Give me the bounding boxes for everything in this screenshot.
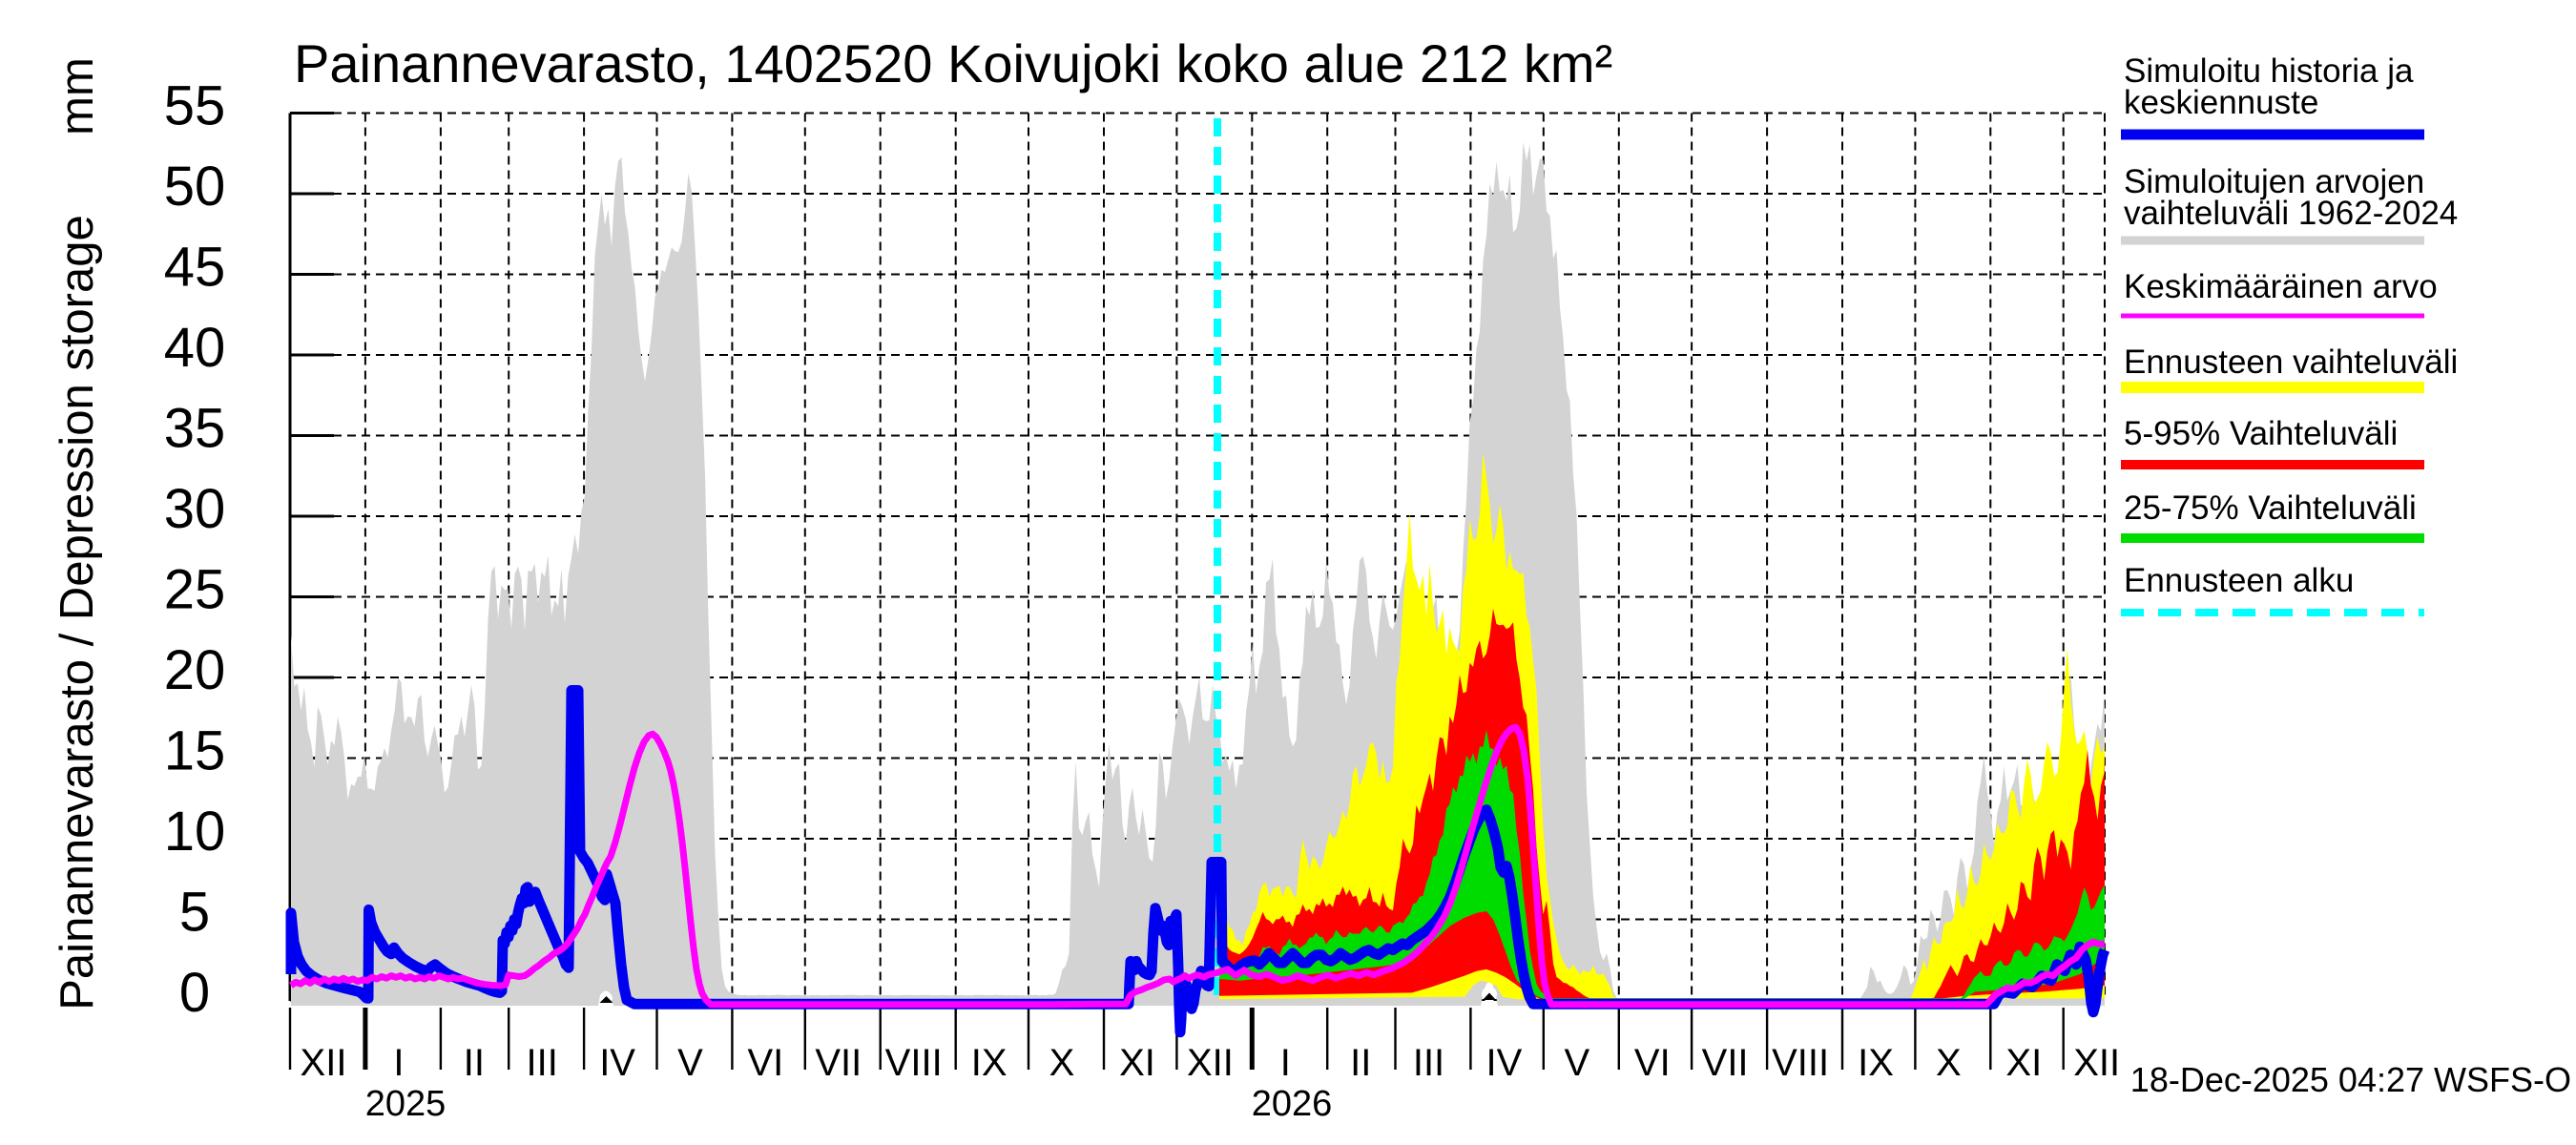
svg-text:IV: IV: [1486, 1042, 1523, 1084]
svg-text:Ennusteen alku: Ennusteen alku: [2124, 562, 2354, 599]
svg-text:XII: XII: [2073, 1042, 2120, 1084]
svg-text:Painannevarasto / Depression s: Painannevarasto / Depression storage: [52, 215, 103, 1010]
svg-text:VIII: VIII: [885, 1042, 943, 1084]
svg-text:18-Dec-2025 04:27 WSFS-O: 18-Dec-2025 04:27 WSFS-O: [2130, 1060, 2571, 1099]
svg-text:II: II: [464, 1042, 485, 1084]
svg-text:XII: XII: [301, 1042, 347, 1084]
svg-text:VI: VI: [748, 1042, 784, 1084]
svg-text:15: 15: [164, 720, 226, 782]
svg-text:X: X: [1049, 1042, 1075, 1084]
svg-text:10: 10: [164, 801, 226, 863]
svg-text:IV: IV: [599, 1042, 635, 1084]
svg-text:V: V: [677, 1042, 703, 1084]
svg-text:I: I: [393, 1042, 404, 1084]
svg-text:2026: 2026: [1252, 1084, 1333, 1124]
svg-text:5: 5: [179, 882, 210, 944]
svg-text:30: 30: [164, 478, 226, 540]
svg-text:2025: 2025: [365, 1084, 447, 1124]
svg-text:X: X: [1936, 1042, 1962, 1084]
svg-text:45: 45: [164, 237, 226, 299]
svg-text:25: 25: [164, 559, 226, 621]
svg-text:20: 20: [164, 639, 226, 701]
svg-text:mm: mm: [52, 57, 103, 135]
svg-text:0: 0: [179, 962, 210, 1024]
svg-text:50: 50: [164, 156, 226, 218]
svg-text:55: 55: [164, 75, 226, 137]
svg-text:Ennusteen vaihteluväli: Ennusteen vaihteluväli: [2124, 344, 2458, 381]
svg-text:VIII: VIII: [1772, 1042, 1829, 1084]
svg-text:XI: XI: [2005, 1042, 2042, 1084]
svg-text:VII: VII: [1702, 1042, 1749, 1084]
svg-text:25-75% Vaihteluväli: 25-75% Vaihteluväli: [2124, 489, 2417, 527]
svg-text:Simuloitu historia ja: Simuloitu historia ja: [2124, 52, 2414, 90]
svg-text:keskiennuste: keskiennuste: [2124, 84, 2318, 121]
svg-text:XI: XI: [1119, 1042, 1155, 1084]
svg-text:Keskimääräinen arvo: Keskimääräinen arvo: [2124, 268, 2438, 305]
svg-text:VII: VII: [815, 1042, 862, 1084]
svg-text:vaihteluväli 1962-2024: vaihteluväli 1962-2024: [2124, 195, 2458, 232]
svg-text:I: I: [1280, 1042, 1291, 1084]
svg-text:IX: IX: [1858, 1042, 1894, 1084]
svg-text:Simuloitujen arvojen: Simuloitujen arvojen: [2124, 163, 2424, 200]
svg-text:Painannevarasto, 1402520 Koivu: Painannevarasto, 1402520 Koivujoki koko …: [294, 33, 1612, 94]
svg-text:VI: VI: [1634, 1042, 1671, 1084]
svg-text:5-95% Vaihteluväli: 5-95% Vaihteluväli: [2124, 415, 2398, 452]
svg-text:II: II: [1350, 1042, 1371, 1084]
svg-text:40: 40: [164, 317, 226, 379]
svg-text:IX: IX: [971, 1042, 1008, 1084]
svg-text:XII: XII: [1187, 1042, 1234, 1084]
svg-text:V: V: [1564, 1042, 1589, 1084]
svg-text:III: III: [1413, 1042, 1444, 1084]
svg-text:35: 35: [164, 398, 226, 460]
svg-text:III: III: [527, 1042, 558, 1084]
